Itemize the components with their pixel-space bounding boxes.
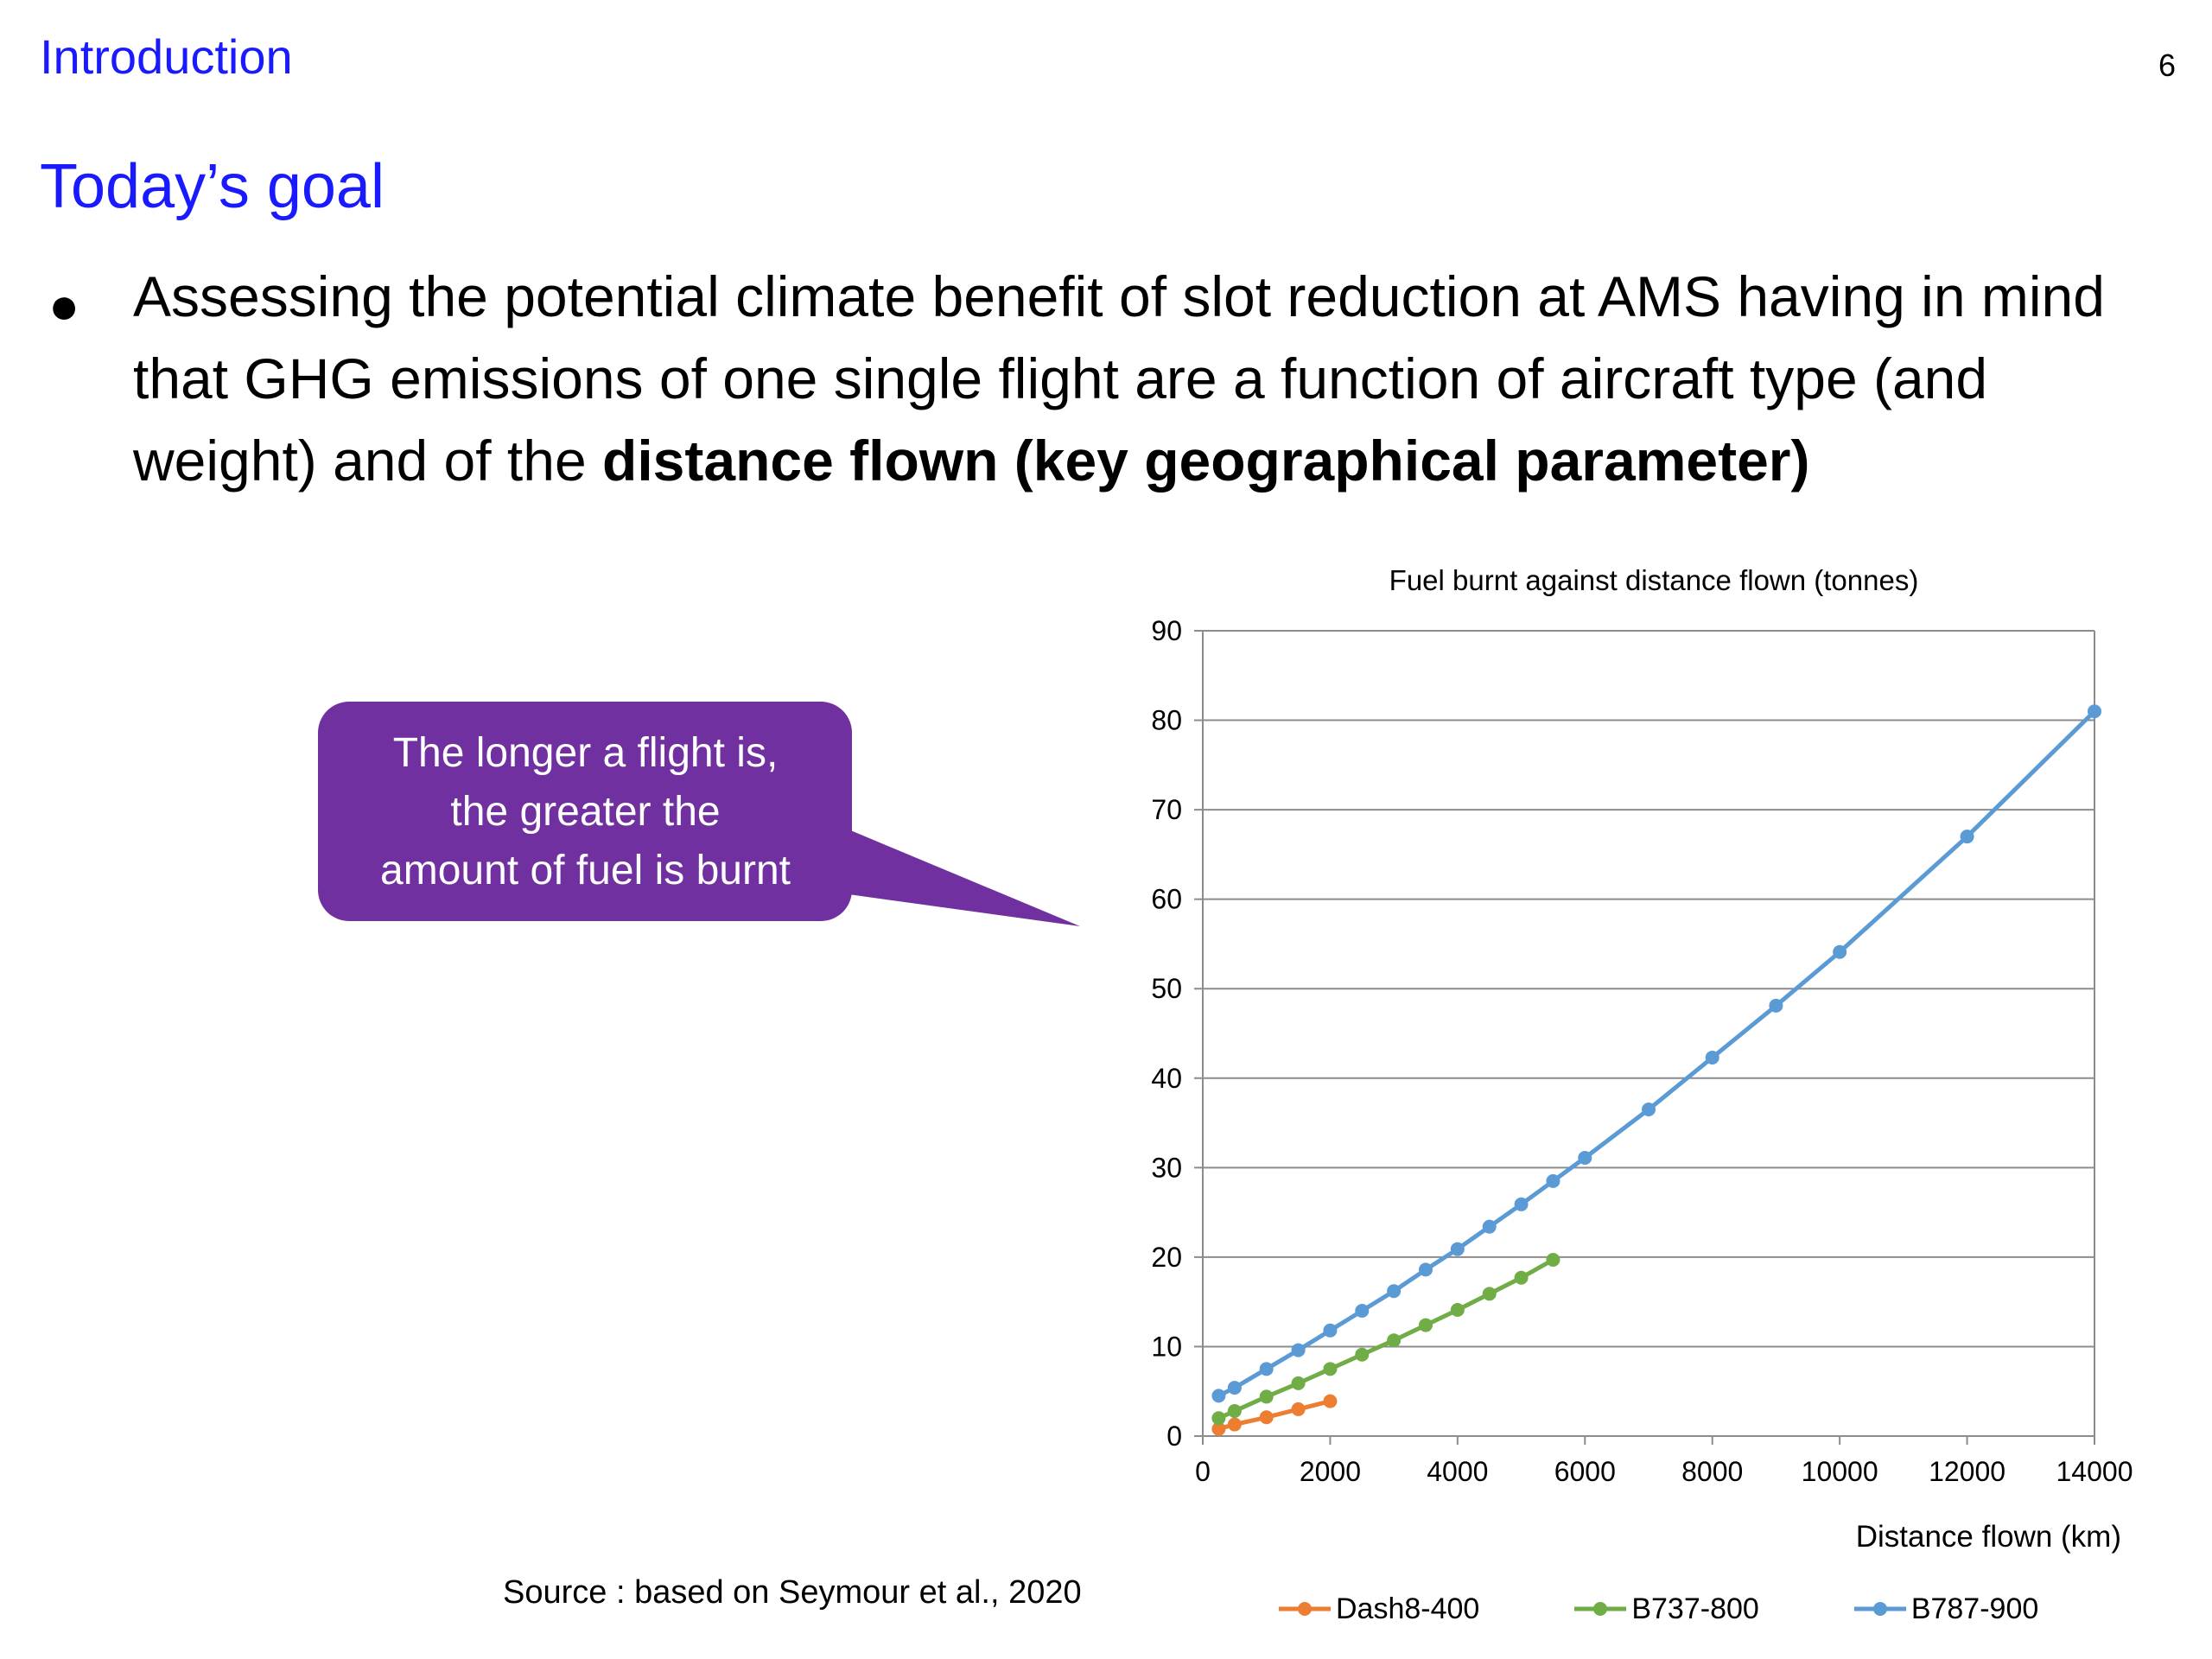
- data-point: [1705, 1050, 1719, 1065]
- y-tick-label: 0: [1166, 1421, 1182, 1452]
- x-tick-label: 10000: [1802, 1456, 1878, 1487]
- data-point: [1259, 1389, 1274, 1404]
- legend-label: Dash8-400: [1336, 1592, 1480, 1625]
- data-point: [2088, 704, 2101, 719]
- x-tick-label: 4000: [1427, 1456, 1488, 1487]
- data-point: [1387, 1333, 1402, 1348]
- data-point: [1355, 1347, 1370, 1362]
- data-point: [1323, 1323, 1338, 1338]
- series-b737-800: [1211, 1252, 1560, 1426]
- data-point: [1291, 1376, 1306, 1390]
- legend-swatch-marker: [1298, 1602, 1312, 1616]
- legend-label: B787-900: [1910, 1592, 2039, 1625]
- data-point: [1291, 1402, 1306, 1416]
- page-number: 6: [2158, 48, 2176, 83]
- data-point: [1833, 944, 1847, 959]
- legend-swatch-b787-900: [1853, 1602, 1906, 1616]
- series-layer: [1211, 704, 2101, 1436]
- legend-swatch-marker: [1593, 1602, 1608, 1616]
- data-point: [1227, 1381, 1242, 1395]
- grid-lines: [1203, 630, 2095, 1436]
- data-point: [1419, 1262, 1433, 1277]
- bullet-text: Assessing the potential climate benefit …: [133, 256, 2172, 502]
- x-tick-label: 2000: [1300, 1456, 1361, 1487]
- source-note: Source : based on Seymour et al., 2020: [503, 1574, 1082, 1611]
- chart-title: Fuel burnt against distance flown (tonne…: [1389, 564, 1919, 596]
- y-tick-label: 40: [1151, 1063, 1182, 1094]
- y-tick-label: 80: [1151, 705, 1182, 736]
- data-point: [1211, 1389, 1226, 1403]
- data-point: [1259, 1362, 1274, 1376]
- x-tick-label: 6000: [1554, 1456, 1616, 1487]
- y-tick-label: 10: [1151, 1331, 1182, 1362]
- legend-swatch-marker: [1872, 1602, 1887, 1616]
- data-point: [1227, 1417, 1242, 1432]
- data-point: [1259, 1410, 1274, 1425]
- bullet-dot-icon: ●: [48, 276, 80, 334]
- data-point: [1546, 1173, 1560, 1188]
- legend-label: B737-800: [1631, 1592, 1759, 1625]
- callout-line-3: amount of fuel is burnt: [380, 848, 791, 893]
- legend-swatch-b737-800: [1574, 1602, 1627, 1616]
- y-tick-label: 30: [1151, 1152, 1182, 1183]
- legend-item-dash8-400: Dash8-400: [1277, 1590, 1479, 1628]
- data-point: [1387, 1284, 1402, 1299]
- series-b787-900: [1211, 704, 2101, 1403]
- y-tick-label: 20: [1151, 1242, 1182, 1273]
- legend-swatch-dash8-400: [1279, 1602, 1331, 1616]
- data-point: [1482, 1219, 1497, 1234]
- data-point: [1450, 1242, 1465, 1256]
- data-point: [1578, 1150, 1592, 1165]
- chart-legend: Dash8-400 B737-800 B787-900: [1277, 1590, 2132, 1628]
- data-point: [1211, 1421, 1226, 1436]
- slide-heading: Today’s goal: [40, 152, 385, 221]
- series-line: [1217, 709, 2096, 1398]
- data-point: [1355, 1304, 1370, 1319]
- y-tick-label: 90: [1151, 615, 1182, 646]
- legend-item-b787-900: B787-900: [1853, 1590, 2038, 1628]
- data-point: [1514, 1197, 1529, 1211]
- legend-item-b737-800: B737-800: [1573, 1590, 1759, 1628]
- callout-shape: [318, 702, 1080, 926]
- data-point: [1450, 1302, 1465, 1317]
- data-point: [1769, 998, 1783, 1013]
- callout-text: The longer a flight is, the greater the …: [320, 724, 851, 900]
- data-point: [1642, 1103, 1656, 1117]
- data-point: [1323, 1394, 1338, 1408]
- data-point: [1960, 830, 1974, 844]
- x-tick-label: 12000: [1929, 1456, 2005, 1487]
- data-point: [1227, 1404, 1242, 1419]
- callout-line-1: The longer a flight is,: [392, 730, 779, 776]
- y-tick-label: 60: [1151, 884, 1182, 915]
- bullet-text-regular: Assessing the potential climate benefit …: [133, 264, 2105, 493]
- y-tick-label: 50: [1151, 973, 1182, 1004]
- x-tick-label: 8000: [1681, 1456, 1743, 1487]
- data-point: [1211, 1411, 1226, 1426]
- series-dash8-400: [1211, 1394, 1338, 1436]
- x-tick-label: 0: [1195, 1456, 1211, 1487]
- section-title: Introduction: [40, 29, 293, 84]
- x-axis-label: Distance flown (km): [1856, 1520, 2121, 1554]
- y-tick-label: 70: [1151, 794, 1182, 825]
- bullet-text-bold: distance flown (key geographical paramet…: [602, 429, 1810, 493]
- data-point: [1419, 1318, 1433, 1332]
- data-point: [1546, 1252, 1560, 1267]
- data-point: [1291, 1343, 1306, 1357]
- data-point: [1323, 1362, 1338, 1376]
- data-point: [1482, 1287, 1497, 1301]
- callout-line-2: the greater the: [450, 789, 721, 835]
- axes: 0 10 20 30 40 50 60 70 80 90 0 2000 4000 6000 8000 1000…: [1151, 615, 2133, 1487]
- x-tick-label: 14000: [2056, 1456, 2133, 1487]
- data-point: [1514, 1270, 1529, 1285]
